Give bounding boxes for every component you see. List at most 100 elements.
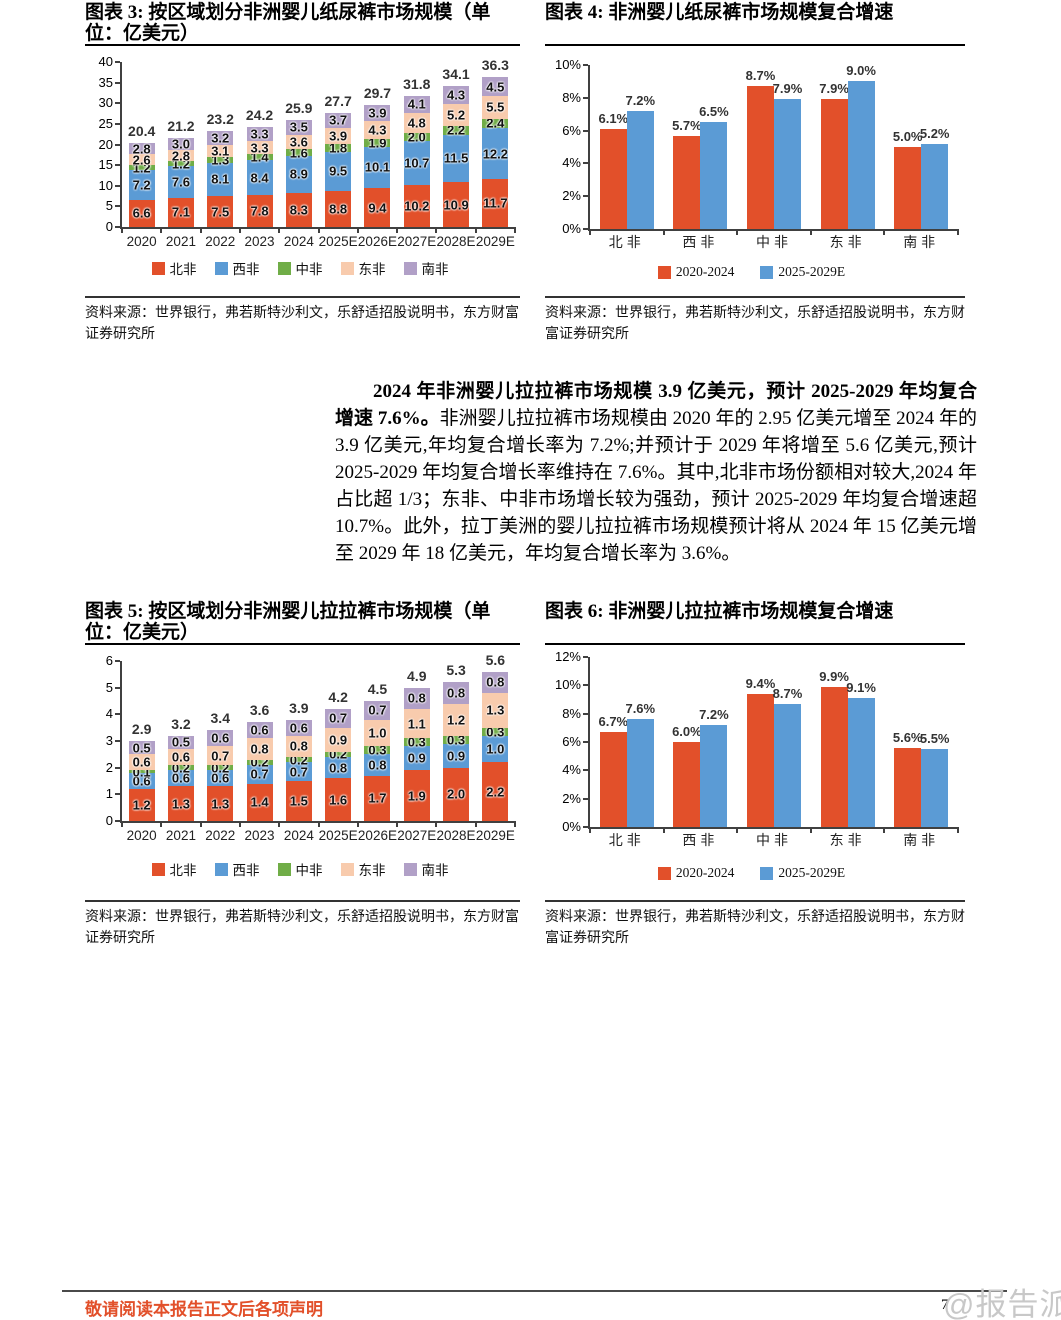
legend-swatch [151, 862, 165, 876]
legend-label: 西非 [232, 863, 260, 878]
stacked-bar: 7.5 8.1 1.3 3.1 3.2 [207, 131, 234, 227]
bar-segment: 8.4 [246, 160, 273, 195]
value-label: 6.7% [598, 714, 629, 730]
total-value-label: 29.7 [363, 84, 392, 101]
figure-5-source: 资料来源：世界银行，弗若斯特沙利文，乐舒适招股说明书，东方财富证券研究所 [85, 900, 520, 949]
x-tick-mark [514, 227, 516, 233]
stacked-bar: 2.2 1.0 0.3 1.3 0.8 [482, 671, 509, 821]
x-tick-label: 2029E [475, 234, 515, 249]
figure-4-chart: 0% 2% 4% 6% 8% 10% 6.1% 7.2% 5.7% 6.5% 8.7% 7.9% 7.9… [545, 46, 965, 296]
bar-segment: 0.8 [403, 687, 430, 710]
segment-value-label: 8.8 [329, 201, 348, 217]
legend-item: 东非 [340, 258, 386, 278]
total-value-label: 5.3 [446, 662, 466, 679]
bar-segment: 0.6 [285, 719, 312, 736]
paragraph-bold-lead: 2024 年非洲婴儿拉拉裤市场规模 3.9 亿美元，预计 2025-2029 年… [335, 381, 977, 429]
bar-segment: 3.5 [285, 120, 312, 135]
x-tick-label: 2025E [318, 234, 358, 249]
figure-3: 图表 3: 按区域划分非洲婴儿纸尿裤市场规模（单位：亿美元） 0 5 10 15 20 2… [85, 2, 520, 345]
x-tick-mark [356, 227, 359, 233]
legend-label: 东非 [358, 262, 386, 277]
segment-value-label: 1.7 [368, 790, 387, 806]
segment-value-label: 0.8 [486, 674, 505, 690]
x-tick-mark [435, 227, 438, 233]
bar-segment: 8.3 [285, 192, 312, 227]
segment-value-label: 0.6 [250, 722, 269, 738]
value-label: 7.2% [699, 707, 729, 722]
legend-label: 2020-2024 [675, 264, 735, 279]
segment-value-label: 0.9 [329, 732, 348, 748]
legend-swatch [214, 261, 228, 275]
bar-segment: 1.9 [364, 136, 391, 149]
segment-value-label: 0.8 [250, 741, 269, 757]
figure-5-title: 图表 5: 按区域划分非洲婴儿拉拉裤市场规模（单位：亿美元） [85, 601, 520, 645]
legend: 2020-2024 2025-2029E [545, 264, 958, 280]
x-tick-label: 南非 [903, 834, 940, 849]
bar-segment: 0.3 [443, 733, 470, 746]
figure-4-source: 资料来源：世界银行，弗若斯特沙利文，乐舒适招股说明书，东方财富证券研究所 [545, 296, 965, 345]
y-tick-label: 8% [562, 89, 581, 105]
y-axis-line [588, 65, 590, 231]
segment-value-label: 2.8 [171, 148, 190, 164]
y-tick-mark [115, 61, 120, 63]
y-tick-mark [115, 713, 120, 716]
bar-segment: 0.9 [443, 743, 470, 768]
segment-value-label: 3.9 [368, 105, 387, 121]
y-tick-label: 5 [105, 198, 113, 214]
segment-value-label: 0.7 [250, 766, 269, 782]
segment-value-label: 0.6 [171, 749, 190, 765]
stacked-bar: 8.3 8.9 1.6 3.6 3.5 [285, 120, 312, 227]
y-tick-label: 30 [98, 95, 113, 111]
segment-value-label: 0.5 [171, 734, 190, 750]
bar [774, 703, 801, 827]
y-tick-label: 3 [105, 733, 113, 748]
x-tick-mark [121, 821, 123, 827]
legend: 北非 西非 中非 东非 南非 [85, 258, 515, 278]
figure-5-chart: 0 1 2 3 4 5 6 1.2 0.6 0.1 0.6 0.5 2.9 1.3 0.6 0.2 0.6 0.5… [85, 645, 520, 900]
y-tick-label: 2% [562, 790, 581, 806]
bar-segment: 5.2 [443, 104, 470, 126]
legend-item: 东非 [340, 859, 386, 879]
bar [747, 693, 774, 827]
total-value-label: 23.2 [206, 111, 234, 128]
x-tick-label: 2029E [475, 828, 515, 843]
y-tick-mark [583, 64, 588, 66]
segment-value-label: 0.7 [329, 710, 348, 726]
y-tick-mark [115, 820, 120, 822]
segment-value-label: 1.6 [329, 792, 348, 808]
bar-segment: 3.2 [207, 131, 234, 145]
bar-segment: 1.3 [482, 693, 509, 728]
x-tick-mark [199, 227, 202, 233]
y-tick-label: 12% [554, 649, 581, 664]
segment-value-label: 1.2 [447, 712, 466, 728]
bar-segment: 0.3 [482, 725, 509, 738]
x-tick-label: 2027E [397, 828, 437, 843]
figure-3-title: 图表 3: 按区域划分非洲婴儿纸尿裤市场规模（单位：亿美元） [85, 2, 520, 46]
bar-segment: 0.8 [325, 757, 352, 779]
x-tick-label: 2027E [397, 234, 437, 249]
bar-segment: 0.7 [325, 709, 352, 728]
bar-segment: 3.6 [285, 134, 312, 150]
legend-item: 南非 [403, 258, 449, 278]
y-axis-line [120, 62, 122, 229]
x-tick-mark [435, 821, 438, 827]
bar-segment: 4.1 [403, 95, 430, 113]
x-tick-mark [396, 821, 399, 827]
x-tick-mark [317, 227, 320, 233]
legend-label: 北非 [169, 863, 197, 878]
segment-value-label: 0.3 [368, 742, 387, 758]
bar-segment: 3.3 [246, 140, 273, 155]
total-value-label: 3.9 [289, 699, 309, 716]
plot-area: 1.2 0.6 0.1 0.6 0.5 2.9 1.3 0.6 0.2 0.6 0.5 3.2 1.3 0… [122, 652, 515, 821]
legend: 北非 西非 中非 东非 南非 [85, 859, 515, 879]
y-tick-mark [115, 660, 120, 662]
y-tick-mark [115, 226, 120, 228]
bar [820, 686, 848, 827]
segment-value-label: 4.5 [486, 79, 505, 95]
legend-label: 北非 [169, 262, 197, 277]
bar-segment: 2.8 [128, 142, 155, 155]
legend-item: 北非 [151, 258, 197, 278]
y-tick-mark [583, 684, 588, 687]
y-tick-label: 20 [98, 136, 113, 152]
y-axis-line [120, 661, 122, 823]
